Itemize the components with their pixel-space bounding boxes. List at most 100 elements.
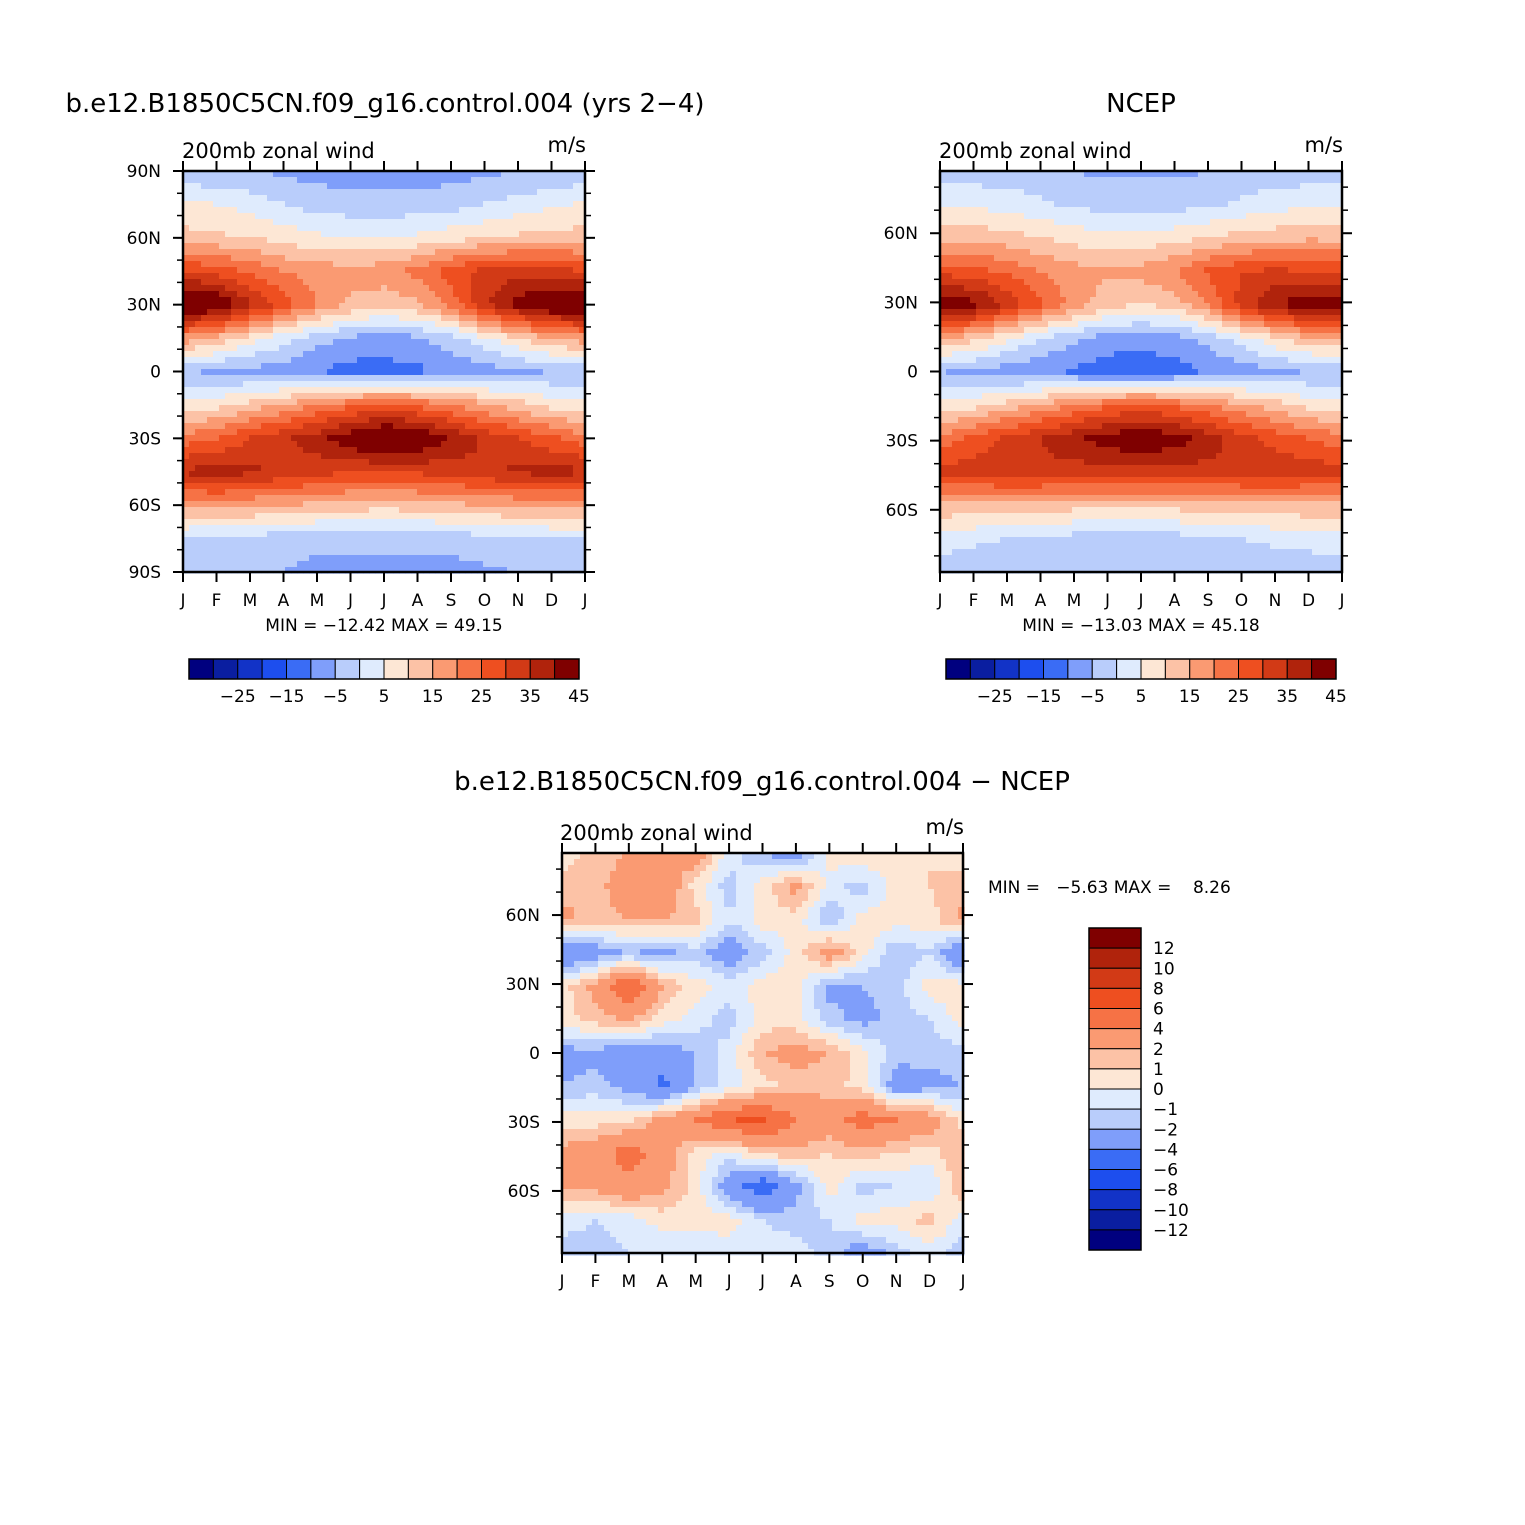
contour-cell [964, 195, 971, 202]
contour-cell [441, 261, 448, 268]
contour-cell [369, 453, 376, 460]
contour-cell [189, 327, 196, 334]
contour-cell [309, 525, 316, 532]
contour-cell [507, 483, 514, 490]
contour-cell [513, 267, 520, 274]
contour-cell [285, 435, 292, 442]
contour-cell [531, 405, 538, 412]
contour-cell [261, 315, 268, 322]
contour-cell [309, 177, 316, 184]
x-tick-label: A [412, 591, 424, 611]
contour-cell [429, 435, 436, 442]
contour-cell [567, 417, 574, 424]
contour-cell [195, 339, 202, 346]
contour-cell [423, 561, 430, 568]
contour-cell [243, 315, 250, 322]
contour-cell [399, 279, 406, 286]
contour-cell [423, 231, 430, 238]
contour-cell [549, 285, 556, 292]
contour-cell [549, 375, 556, 382]
contour-cell [1084, 183, 1091, 190]
contour-cell [423, 309, 430, 316]
contour-cell [994, 195, 1001, 202]
contour-cell [423, 327, 430, 334]
contour-cell [489, 447, 496, 454]
contour-cell [513, 537, 520, 544]
contour-cell [375, 267, 382, 274]
contour-cell [1102, 183, 1109, 190]
contour-cell [189, 555, 196, 562]
contour-cell [321, 471, 328, 478]
contour-cell [405, 255, 412, 262]
contour-cell [453, 501, 460, 508]
contour-cell [1168, 189, 1175, 196]
contour-cell [549, 561, 556, 568]
contour-cell [303, 525, 310, 532]
contour-cell [327, 465, 334, 472]
contour-cell [459, 549, 466, 556]
contour-cell [381, 465, 388, 472]
contour-cell [363, 399, 370, 406]
contour-cell [261, 429, 268, 436]
contour-cell [399, 357, 406, 364]
contour-cell [465, 291, 472, 298]
contour-cell [207, 369, 214, 376]
contour-cell [345, 411, 352, 418]
contour-cell [213, 339, 220, 346]
contour-cell [531, 207, 538, 214]
contour-cell [399, 369, 406, 376]
contour-cell [405, 501, 412, 508]
contour-cell [447, 303, 454, 310]
contour-cell [213, 417, 220, 424]
contour-cell [946, 171, 953, 178]
contour-cell [285, 507, 292, 514]
contour-cell [291, 321, 298, 328]
contour-cell [375, 279, 382, 286]
contour-cell [543, 237, 550, 244]
contour-cell [195, 225, 202, 232]
contour-cell [231, 507, 238, 514]
contour-cell [579, 339, 586, 346]
contour-cell [417, 477, 424, 484]
contour-cell [507, 255, 514, 262]
contour-cell [1102, 177, 1109, 184]
contour-cell [219, 261, 226, 268]
contour-cell [309, 441, 316, 448]
contour-cell [189, 465, 196, 472]
contour-cell [537, 261, 544, 268]
contour-cell [375, 561, 382, 568]
contour-cell [285, 549, 292, 556]
contour-cell [1138, 195, 1145, 202]
contour-cell [381, 423, 388, 430]
contour-cell [279, 351, 286, 358]
contour-cell [441, 243, 448, 250]
contour-cell [501, 219, 508, 226]
contour-cell [387, 519, 394, 526]
contour-cell [411, 381, 418, 388]
contour-cell [279, 183, 286, 190]
contour-cell [321, 489, 328, 496]
contour-cell [423, 249, 430, 256]
contour-cell [537, 513, 544, 520]
contour-cell [369, 327, 376, 334]
contour-cell [273, 567, 280, 574]
contour-cell [309, 543, 316, 550]
contour-cell [369, 393, 376, 400]
contour-cell [513, 273, 520, 280]
contour-cell [495, 417, 502, 424]
contour-cell [495, 213, 502, 220]
contour-cell [279, 285, 286, 292]
contour-cell [255, 267, 262, 274]
contour-cell [261, 381, 268, 388]
contour-cell [423, 507, 430, 514]
contour-cell [405, 279, 412, 286]
contour-cell [453, 195, 460, 202]
contour-cell [279, 321, 286, 328]
contour-cell [1096, 177, 1103, 184]
contour-cell [375, 417, 382, 424]
contour-cell [537, 201, 544, 208]
contour-cell [333, 447, 340, 454]
contour-cell [219, 327, 226, 334]
contour-cell [219, 399, 226, 406]
contour-cell [363, 393, 370, 400]
